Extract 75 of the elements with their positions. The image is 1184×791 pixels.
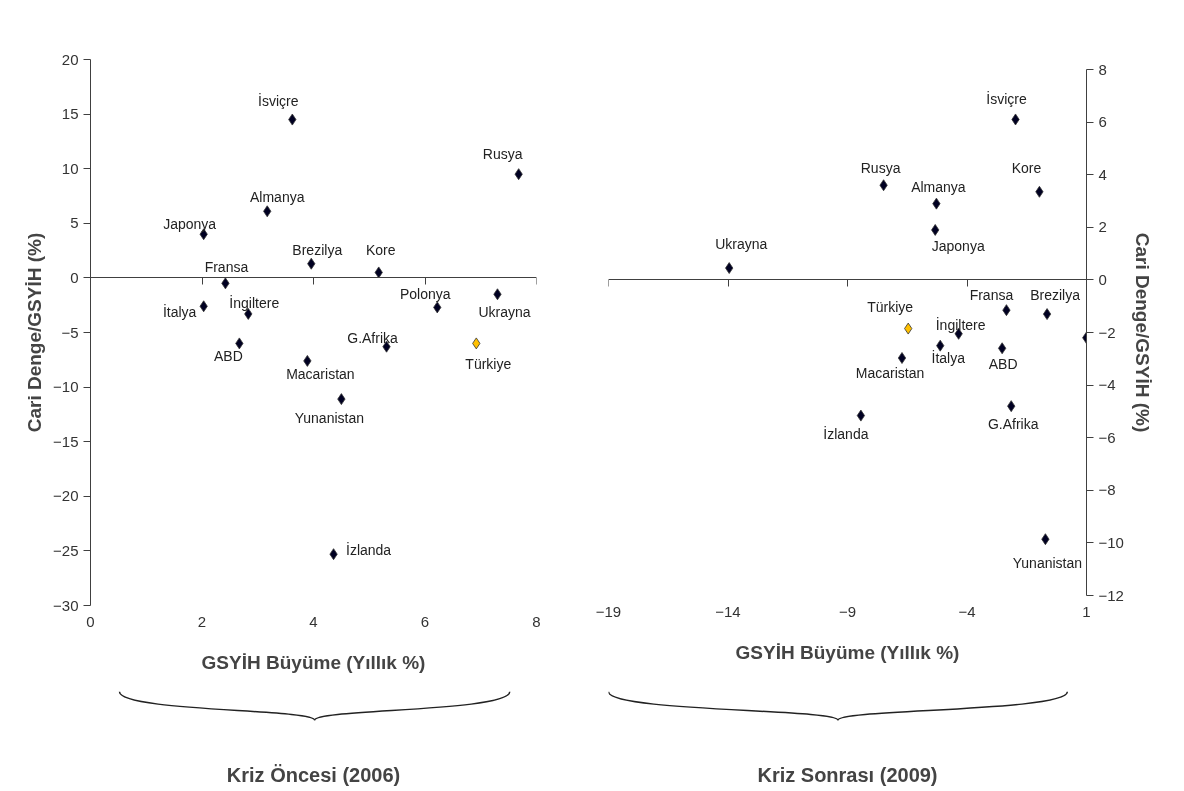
y-tick-label: −8: [1098, 481, 1116, 499]
point: [931, 224, 940, 236]
y-tick-label: 0: [1098, 270, 1107, 288]
annotation: Brezilya: [1030, 287, 1081, 304]
annotation: İzlanda: [346, 541, 392, 559]
y-tick-label: −4: [1098, 376, 1116, 394]
text: Kriz Sonrası (2009): [757, 763, 938, 786]
annotation: G.Afrika: [347, 329, 399, 346]
text: Kriz Öncesi (2006): [226, 763, 401, 786]
x-tick-label: 0: [86, 612, 95, 630]
annotation: Macaristan: [286, 365, 355, 382]
point: [725, 262, 734, 274]
x-tick-label: −9: [838, 602, 857, 620]
annotation: ABD: [213, 348, 243, 365]
annotation: Brezilya: [292, 241, 343, 258]
y-tick-label: 10: [61, 159, 79, 177]
y-tick-label: 15: [61, 105, 79, 123]
x-tick-label: 6: [420, 612, 430, 630]
x-tick-label: 4: [309, 612, 318, 630]
x-tick-label: 2: [197, 612, 207, 630]
y-tick-label: −10: [1098, 533, 1124, 551]
annotation: İsviçre: [258, 91, 299, 109]
y-tick-label: −6: [1098, 428, 1116, 446]
annotation: Türkiye: [465, 356, 512, 373]
y-tick-label: −10: [53, 378, 79, 396]
annotation: Almanya: [249, 189, 305, 206]
annotation: Rusya: [860, 160, 901, 177]
annotation: İngiltere: [935, 315, 986, 333]
annotation: İtalya: [162, 303, 197, 321]
annotation: İngiltere: [229, 293, 280, 311]
annotation: Ukrayna: [715, 236, 768, 253]
y-tick-label: 20: [61, 50, 79, 68]
x-tick-label: 8: [532, 612, 541, 630]
x-tick-label: 1: [1082, 602, 1091, 620]
y-axis-title: Cari Denge/GSYİH (%): [1131, 232, 1153, 433]
annotation: G.Afrika: [987, 416, 1039, 433]
annotation: Yunanistan: [294, 410, 365, 427]
annotation: Macaristan: [855, 365, 925, 382]
annotation: Japonya: [931, 237, 985, 254]
annotation: İsviçre: [986, 90, 1027, 108]
y-tick-label: 2: [1098, 218, 1107, 236]
annotation: Türkiye: [867, 298, 914, 315]
annotation: Fransa: [969, 287, 1014, 304]
x-tick-label: −4: [958, 602, 976, 620]
y-tick-label: 5: [70, 214, 79, 232]
y-tick-label: −30: [53, 596, 79, 614]
x-axis-title: GSYİH Büyüme (Yıllık %): [201, 651, 426, 673]
annotation: İtalya: [931, 348, 966, 366]
y-tick-label: −12: [1098, 586, 1124, 604]
y-axis-title: Cari Denge/GSYİH (%): [24, 232, 46, 433]
y-tick-label: −2: [1098, 323, 1116, 341]
annotation: Rusya: [482, 146, 523, 163]
annotation: ABD: [988, 356, 1018, 373]
y-tick-label: −25: [53, 541, 79, 559]
annotation: Polonya: [399, 286, 451, 303]
annotation: Almanya: [911, 178, 966, 195]
y-tick-label: −15: [53, 432, 79, 450]
x-axis-title: GSYİH Büyüme (Yıllık %): [735, 641, 960, 663]
y-tick-label: 4: [1098, 165, 1107, 183]
annotation: Kore: [1011, 159, 1042, 176]
annotation: Kore: [365, 242, 396, 259]
annotation: Japonya: [163, 216, 217, 233]
annotation: Fransa: [204, 259, 249, 276]
annotation: İzlanda: [823, 424, 869, 442]
x-tick-label: −19: [595, 602, 622, 620]
y-tick-label: 0: [70, 268, 79, 286]
x-tick-label: −14: [715, 602, 741, 620]
annotation: Ukrayna: [478, 304, 531, 321]
y-tick-label: 8: [1098, 60, 1107, 78]
y-tick-label: −20: [53, 487, 79, 505]
y-tick-label: 6: [1098, 113, 1107, 131]
point: [897, 352, 907, 364]
annotation: Yunanistan: [1012, 555, 1083, 572]
point: [1043, 308, 1052, 320]
y-tick-label: −5: [61, 323, 79, 341]
